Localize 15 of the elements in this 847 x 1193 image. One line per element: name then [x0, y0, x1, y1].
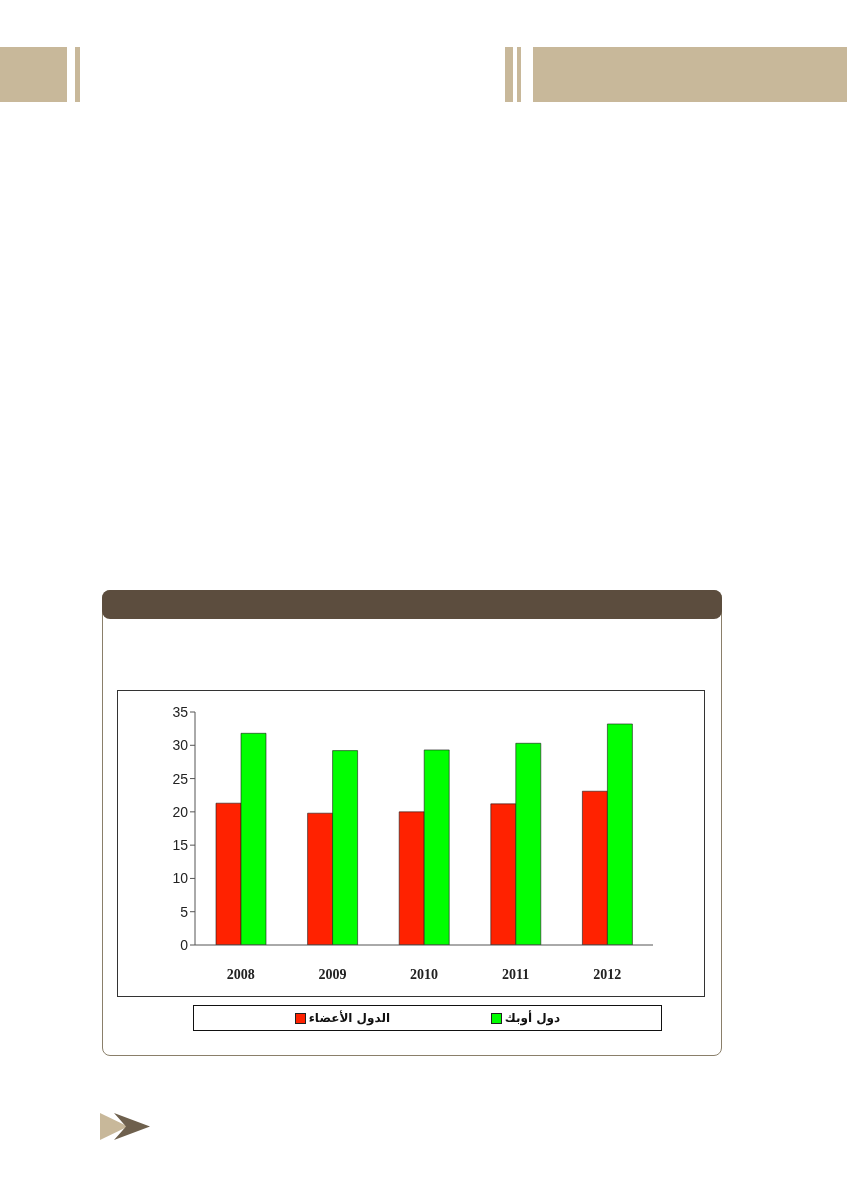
- x-tick-label: 2010: [410, 966, 438, 982]
- x-tick-label: 2008: [226, 966, 255, 982]
- y-tick-label: 30: [172, 737, 189, 754]
- y-tick-label: 35: [172, 703, 189, 720]
- x-tick-label: 2012: [593, 966, 622, 982]
- y-tick-label: 20: [172, 803, 189, 820]
- y-tick-label: 0: [180, 936, 189, 953]
- x-tick-label: 2009: [318, 966, 347, 982]
- y-tick-label: 25: [172, 770, 189, 787]
- legend-label: الدول الأعضاء: [308, 1011, 391, 1025]
- legend-label: دول أوبك: [504, 1011, 561, 1025]
- y-tick-label: 15: [172, 837, 189, 854]
- y-tick-label: 10: [172, 870, 189, 887]
- y-tick-label: 5: [180, 903, 189, 920]
- x-tick-label: 2011: [501, 966, 530, 982]
